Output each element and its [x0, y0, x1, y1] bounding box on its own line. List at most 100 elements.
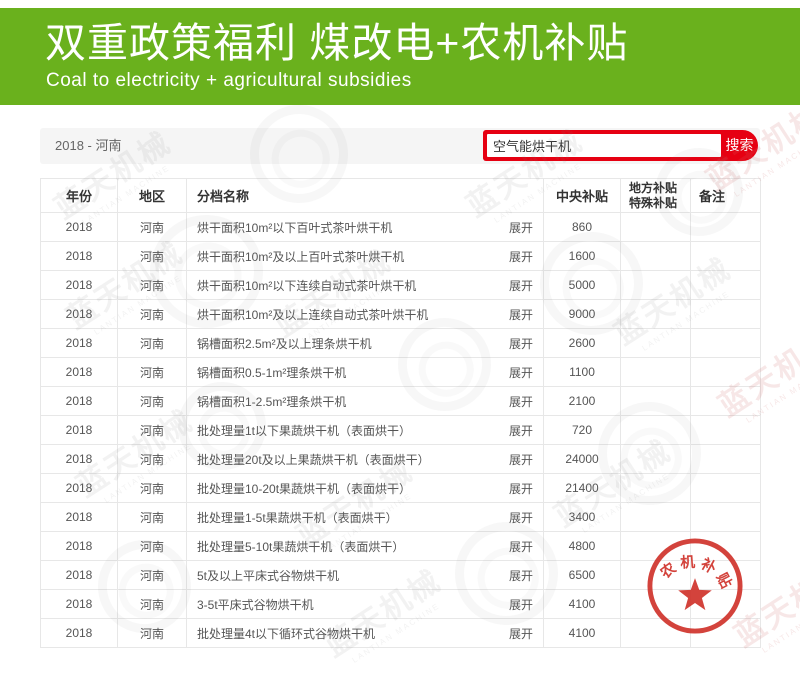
local-cell [620, 386, 691, 416]
note-cell [690, 444, 761, 474]
name-label: 锅槽面积1-2.5m²理条烘干机 [197, 394, 347, 409]
expand-link[interactable]: 展开 [508, 423, 533, 438]
subsidy-table: 年份 地区 分档名称 中央补贴 地方补贴 特殊补贴 备注 2018 河南 烘干面… [40, 178, 761, 648]
expand-link[interactable]: 展开 [508, 597, 533, 612]
expand-link[interactable]: 展开 [508, 220, 533, 235]
local-cell [620, 560, 691, 590]
region-cell: 河南 [117, 386, 187, 416]
note-cell [690, 502, 761, 532]
table-row: 2018 河南 锅槽面积1-2.5m²理条烘干机 展开 2100 [40, 386, 761, 416]
search-button[interactable]: 搜索 [721, 130, 758, 161]
header-name: 分档名称 [186, 178, 544, 213]
name-label: 烘干面积10m²以下百叶式茶叶烘干机 [197, 220, 393, 235]
year-cell: 2018 [40, 328, 118, 358]
local-cell [620, 589, 691, 619]
header-central: 中央补贴 [543, 178, 621, 213]
expand-link[interactable]: 展开 [508, 336, 533, 351]
year-cell: 2018 [40, 241, 118, 271]
year-cell: 2018 [40, 212, 118, 242]
expand-link[interactable]: 展开 [508, 481, 533, 496]
search-input[interactable] [487, 134, 721, 157]
region-cell: 河南 [117, 502, 187, 532]
name-cell-container: 锅槽面积1-2.5m²理条烘干机 展开 [186, 386, 544, 416]
expand-link[interactable]: 展开 [508, 510, 533, 525]
central-cell: 6500 [543, 560, 621, 590]
hero-banner: 双重政策福利 煤改电+农机补贴 Coal to electricity + ag… [0, 8, 800, 105]
expand-link[interactable]: 展开 [508, 452, 533, 467]
name-label: 3-5t平床式谷物烘干机 [197, 597, 314, 612]
name-cell-container: 烘干面积10m²以下连续自动式茶叶烘干机 展开 [186, 270, 544, 300]
central-cell: 4100 [543, 589, 621, 619]
year-cell: 2018 [40, 618, 118, 648]
name-cell-container: 批处理量1t以下果蔬烘干机（表面烘干） 展开 [186, 415, 544, 445]
name-cell-container: 烘干面积10m²以下百叶式茶叶烘干机 展开 [186, 212, 544, 242]
table-row: 2018 河南 烘干面积10m²及以上百叶式茶叶烘干机 展开 1600 [40, 241, 761, 271]
note-cell [690, 299, 761, 329]
year-cell: 2018 [40, 560, 118, 590]
header-note: 备注 [690, 178, 761, 213]
expand-link[interactable]: 展开 [508, 568, 533, 583]
region-cell: 河南 [117, 270, 187, 300]
page-subtitle: Coal to electricity + agricultural subsi… [46, 70, 412, 91]
table-row: 2018 河南 烘干面积10m²及以上连续自动式茶叶烘干机 展开 9000 [40, 299, 761, 329]
region-cell: 河南 [117, 589, 187, 619]
expand-link[interactable]: 展开 [508, 249, 533, 264]
year-cell: 2018 [40, 357, 118, 387]
year-cell: 2018 [40, 270, 118, 300]
local-cell [620, 212, 691, 242]
local-cell [620, 444, 691, 474]
name-label: 批处理量4t以下循环式谷物烘干机 [197, 626, 376, 641]
name-label: 批处理量1-5t果蔬烘干机（表面烘干） [197, 510, 398, 525]
local-cell [620, 270, 691, 300]
note-cell [690, 328, 761, 358]
name-label: 批处理量1t以下果蔬烘干机（表面烘干） [197, 423, 412, 438]
region-cell: 河南 [117, 560, 187, 590]
table-row: 2018 河南 批处理量4t以下循环式谷物烘干机 展开 4100 [40, 618, 761, 648]
central-cell: 5000 [543, 270, 621, 300]
expand-link[interactable]: 展开 [508, 278, 533, 293]
year-cell: 2018 [40, 589, 118, 619]
year-cell: 2018 [40, 531, 118, 561]
region-cell: 河南 [117, 618, 187, 648]
local-cell [620, 328, 691, 358]
table-row: 2018 河南 烘干面积10m²以下百叶式茶叶烘干机 展开 860 [40, 212, 761, 242]
name-cell-container: 批处理量4t以下循环式谷物烘干机 展开 [186, 618, 544, 648]
note-cell [690, 212, 761, 242]
note-cell [690, 270, 761, 300]
local-cell [620, 299, 691, 329]
expand-link[interactable]: 展开 [508, 626, 533, 641]
table-row: 2018 河南 批处理量1t以下果蔬烘干机（表面烘干） 展开 720 [40, 415, 761, 445]
year-cell: 2018 [40, 415, 118, 445]
header-local-line2: 特殊补贴 [629, 195, 678, 210]
central-cell: 4800 [543, 531, 621, 561]
name-cell-container: 锅槽面积0.5-1m²理条烘干机 展开 [186, 357, 544, 387]
header-local-line1: 地方补贴 [629, 180, 678, 195]
region-cell: 河南 [117, 299, 187, 329]
name-label: 烘干面积10m²及以上连续自动式茶叶烘干机 [197, 307, 429, 322]
central-cell: 2100 [543, 386, 621, 416]
note-cell [690, 415, 761, 445]
central-cell: 860 [543, 212, 621, 242]
central-cell: 24000 [543, 444, 621, 474]
name-label: 锅槽面积2.5m²及以上理条烘干机 [197, 336, 372, 351]
header-row: 年份 地区 分档名称 中央补贴 地方补贴 特殊补贴 备注 [40, 178, 761, 213]
expand-link[interactable]: 展开 [508, 539, 533, 554]
header-year: 年份 [40, 178, 118, 213]
expand-link[interactable]: 展开 [508, 307, 533, 322]
region-cell: 河南 [117, 241, 187, 271]
note-cell [690, 386, 761, 416]
central-cell: 9000 [543, 299, 621, 329]
name-cell-container: 批处理量10-20t果蔬烘干机（表面烘干） 展开 [186, 473, 544, 503]
expand-link[interactable]: 展开 [508, 394, 533, 409]
note-cell [690, 618, 761, 648]
table-row: 2018 河南 批处理量5-10t果蔬烘干机（表面烘干） 展开 4800 [40, 531, 761, 561]
note-cell [690, 531, 761, 561]
expand-link[interactable]: 展开 [508, 365, 533, 380]
note-cell [690, 357, 761, 387]
name-label: 批处理量20t及以上果蔬烘干机（表面烘干） [197, 452, 430, 467]
central-cell: 4100 [543, 618, 621, 648]
year-cell: 2018 [40, 444, 118, 474]
table-row: 2018 河南 3-5t平床式谷物烘干机 展开 4100 [40, 589, 761, 619]
table-row: 2018 河南 锅槽面积0.5-1m²理条烘干机 展开 1100 [40, 357, 761, 387]
name-label: 烘干面积10m²及以上百叶式茶叶烘干机 [197, 249, 405, 264]
